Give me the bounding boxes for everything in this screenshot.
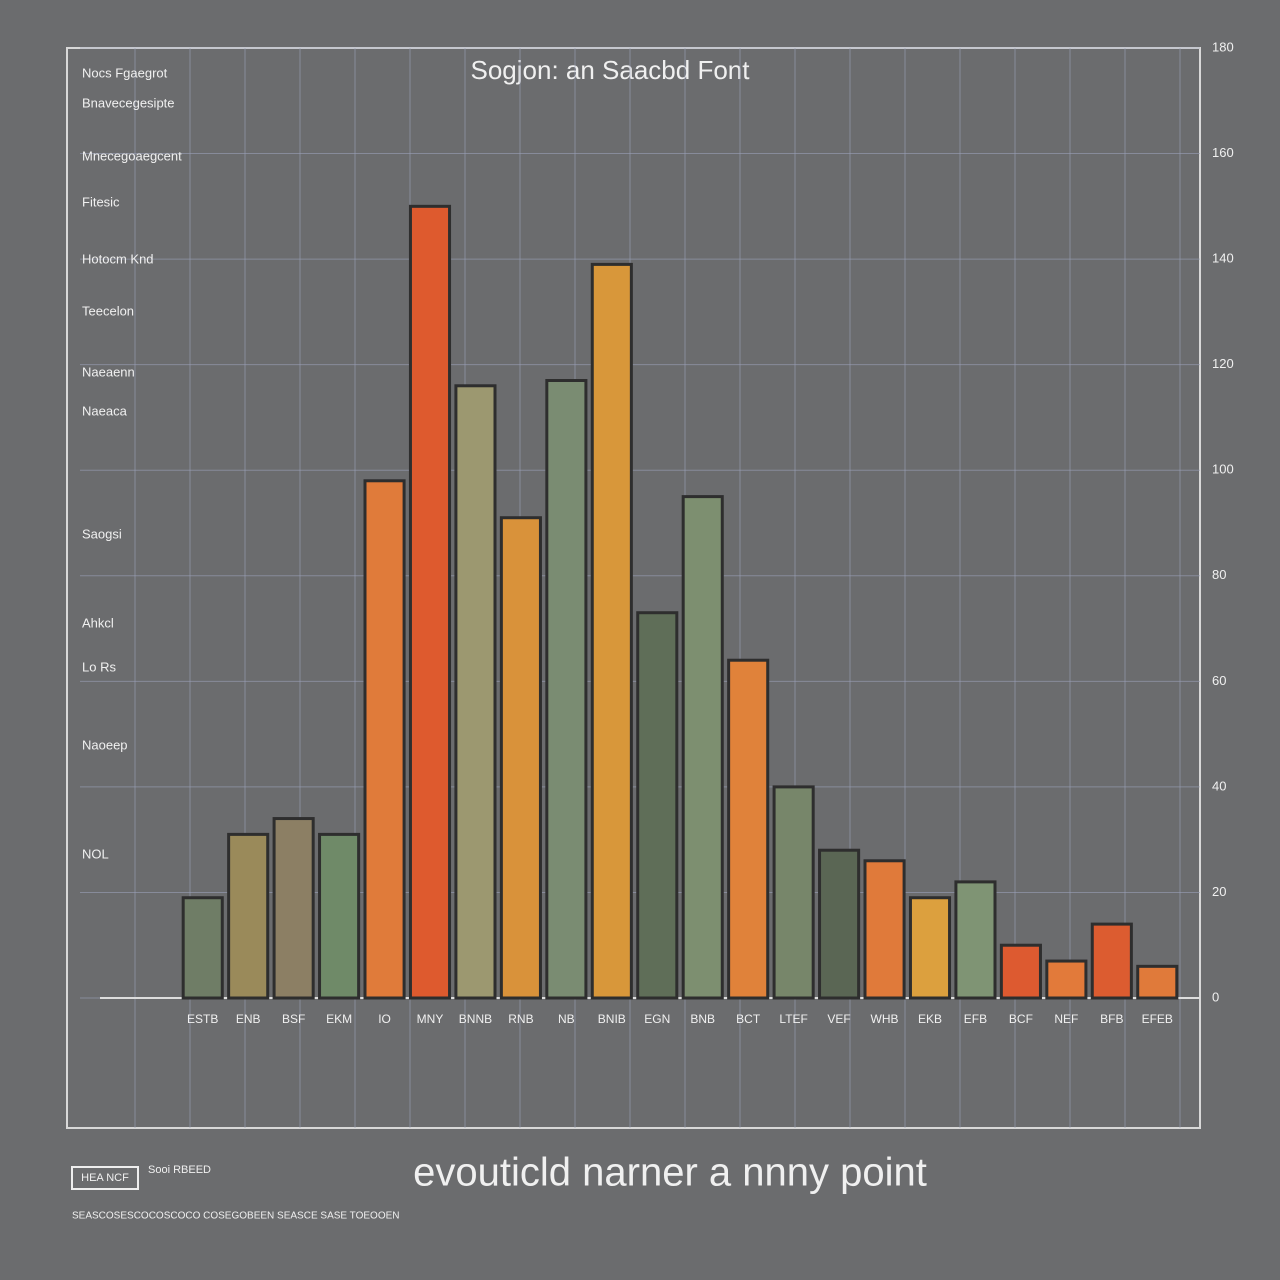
footnote: SEASCOSESCOCOSCOCO COSEGOBEEN SEASCE SAS… <box>72 1211 400 1222</box>
bar <box>954 880 997 1000</box>
y-tick-label: 80 <box>1212 567 1226 582</box>
x-tick-label: BCF <box>1009 1012 1033 1026</box>
bar <box>681 495 724 1000</box>
x-tick-label: NB <box>558 1012 575 1026</box>
left-label: NOL <box>82 846 109 861</box>
bar <box>227 832 270 1000</box>
x-tick-label: EKM <box>326 1012 352 1026</box>
left-label: Lo Rs <box>82 659 116 674</box>
y-tick-label: 160 <box>1212 145 1234 160</box>
bar <box>318 832 361 1000</box>
x-tick-label: ENB <box>236 1012 261 1026</box>
x-tick-label: EKB <box>918 1012 942 1026</box>
bar <box>727 658 770 1000</box>
left-label: Naeaca <box>82 403 128 418</box>
x-tick-label: BNIB <box>598 1012 626 1026</box>
left-label: Mnecegoaegcent <box>82 148 182 163</box>
bar <box>1090 922 1133 1000</box>
left-label: Saogsi <box>82 526 122 541</box>
x-tick-label: IO <box>378 1012 391 1026</box>
x-tick-label: WHB <box>871 1012 899 1026</box>
x-tick-label: BNNB <box>459 1012 492 1026</box>
bar <box>363 479 406 1000</box>
x-tick-label: BNB <box>690 1012 715 1026</box>
x-tick-label: EFEB <box>1142 1012 1173 1026</box>
bar <box>636 611 679 1000</box>
y-tick-label: 40 <box>1212 778 1226 793</box>
bar <box>545 379 588 1000</box>
bar <box>863 859 906 1000</box>
x-tick-label: BFB <box>1100 1012 1123 1026</box>
bar <box>181 896 224 1000</box>
left-label: Hotocm Knd <box>82 251 154 266</box>
y-tick-label: 140 <box>1212 251 1234 266</box>
x-tick-label: EGN <box>644 1012 670 1026</box>
x-tick-label: NEF <box>1054 1012 1078 1026</box>
left-label: Nocs Fgaegrot <box>82 65 168 80</box>
legend-text: Sooi RBEED <box>148 1164 211 1176</box>
y-tick-label: 0 <box>1212 989 1219 1004</box>
caption: evouticld narner a nnny point <box>413 1151 927 1195</box>
bar <box>999 943 1042 1000</box>
bar <box>1136 964 1179 1000</box>
left-label: Naoeep <box>82 737 128 752</box>
bar <box>499 516 542 1000</box>
left-label: Fitesic <box>82 194 120 209</box>
y-tick-label: 60 <box>1212 673 1226 688</box>
bar <box>908 896 952 1000</box>
x-tick-label: BSF <box>282 1012 305 1026</box>
left-label: Naeaenn <box>82 364 135 379</box>
x-tick-label: LTEF <box>779 1012 807 1026</box>
chart-title: Sogjon: an Saacbd Font <box>471 55 751 85</box>
bar <box>454 384 497 1000</box>
x-tick-label: ESTB <box>187 1012 218 1026</box>
bar <box>590 262 633 1000</box>
y-tick-label: 120 <box>1212 356 1234 371</box>
bar <box>818 848 861 1000</box>
x-tick-label: EFB <box>964 1012 987 1026</box>
left-label: Ahkcl <box>82 615 114 630</box>
bar <box>272 817 315 1000</box>
x-tick-label: BCT <box>736 1012 761 1026</box>
x-tick-label: MNY <box>417 1012 444 1026</box>
bar <box>772 785 815 1000</box>
left-label: Teecelon <box>82 303 134 318</box>
y-tick-label: 20 <box>1212 884 1226 899</box>
y-tick-label: 100 <box>1212 462 1234 477</box>
x-tick-label: RNB <box>508 1012 533 1026</box>
y-tick-label: 180 <box>1212 39 1234 54</box>
bar <box>408 204 452 1000</box>
x-tick-label: VEF <box>827 1012 850 1026</box>
bar <box>1045 959 1088 1000</box>
legend-box <box>71 1166 139 1190</box>
left-label: Bnavecegesipte <box>82 95 175 110</box>
legend-box-text: HEA NCF <box>81 1172 129 1184</box>
